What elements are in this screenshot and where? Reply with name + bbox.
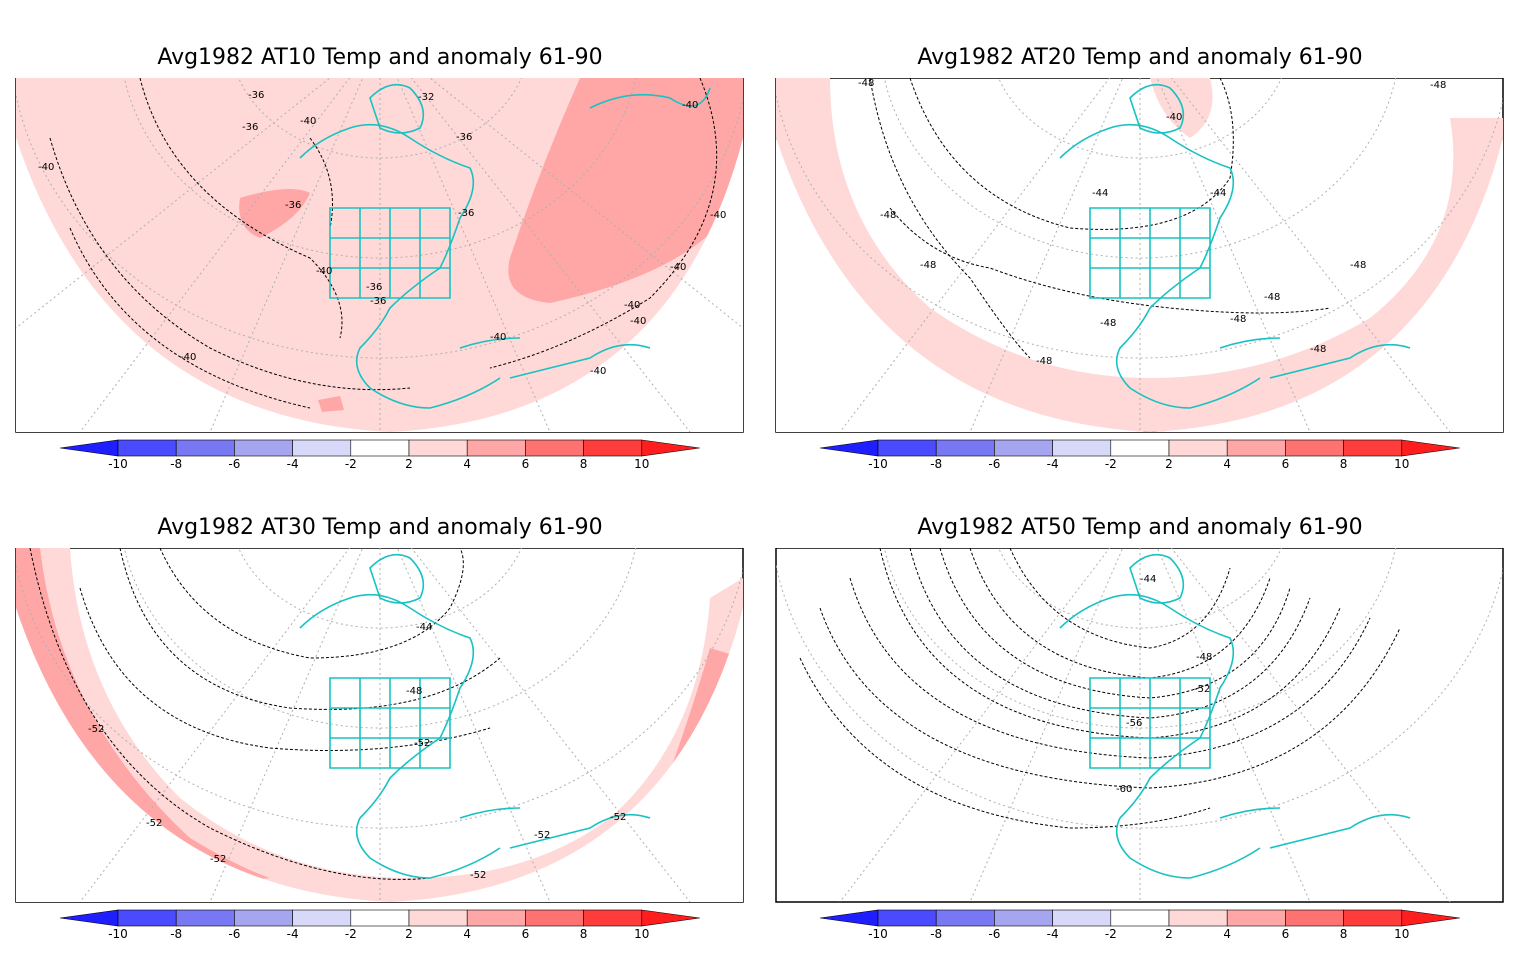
anomaly-2-4 [776,78,1503,432]
svg-text:-60: -60 [1116,784,1132,795]
svg-text:-48: -48 [1230,314,1246,325]
svg-text:-44: -44 [1140,574,1156,585]
svg-text:-40: -40 [300,116,316,127]
map-at30: -44 -48 -52 -52 -52 -52 -52 -52 -52 [15,548,744,903]
contours [869,78,1331,359]
svg-text:-40: -40 [1166,112,1182,123]
svg-text:-36: -36 [456,132,472,143]
anomaly-2-4 [16,548,743,902]
svg-text:-48: -48 [1350,260,1366,271]
panel-title: Avg1982 AT30 Temp and anomaly 61-90 [157,515,603,540]
panel-at50: Avg1982 AT50 Temp and anomaly 61-90 [770,510,1510,970]
svg-text:-48: -48 [1100,318,1116,329]
panel-title: Avg1982 AT10 Temp and anomaly 61-90 [157,45,603,70]
anomaly-4-6 [508,78,743,303]
contour-labels: -36 -36 -32 -36 -36 -40 -36 -36 -40 -40 … [38,90,726,377]
svg-text:-56: -56 [1126,718,1142,729]
contours [29,548,501,880]
panel-title: Avg1982 AT20 Temp and anomaly 61-90 [917,45,1363,70]
svg-text:-52: -52 [88,724,104,735]
coastlines [299,553,651,879]
svg-text:-40: -40 [682,100,698,111]
svg-text:-48: -48 [880,210,896,221]
svg-text:-32: -32 [418,92,434,103]
svg-text:-40: -40 [180,352,196,363]
svg-text:-36: -36 [242,122,258,133]
svg-text:-48: -48 [1310,344,1326,355]
svg-text:-40: -40 [590,366,606,377]
graticule [16,78,743,432]
contour-labels: -44 -48 -52 -52 -52 -52 -52 -52 -52 [88,622,626,881]
svg-text:-40: -40 [316,266,332,277]
panel-title: Avg1982 AT50 Temp and anomaly 61-90 [917,515,1363,540]
contours [49,78,718,409]
map-at20: -48 -40 -48 -44 -44 -48 -48 -48 -48 -48 … [775,78,1504,433]
svg-text:-36: -36 [366,282,382,293]
svg-text:-36: -36 [248,90,264,101]
svg-text:-52: -52 [470,870,486,881]
graticule [16,548,743,902]
svg-text:-44: -44 [416,622,432,633]
graticule [776,78,1503,432]
svg-text:-48: -48 [1430,80,1446,91]
coastlines [299,83,711,409]
svg-text:-48: -48 [1036,356,1052,367]
svg-text:-48: -48 [406,686,422,697]
svg-text:-48: -48 [920,260,936,271]
svg-text:-40: -40 [38,162,54,173]
svg-text:-52: -52 [210,854,226,865]
map-at10: -36 -36 -32 -36 -36 -40 -36 -36 -40 -40 … [15,78,744,433]
svg-text:-40: -40 [624,300,640,311]
svg-text:-40: -40 [710,210,726,221]
svg-text:-52: -52 [414,738,430,749]
svg-text:-36: -36 [370,296,386,307]
contour-labels: -48 -40 -48 -44 -44 -48 -48 -48 -48 -48 … [858,78,1446,367]
svg-text:-48: -48 [858,78,874,89]
contour-labels: -44 -48 -52 -56 -60 [1116,574,1212,795]
svg-text:-40: -40 [670,262,686,273]
svg-text:-36: -36 [285,200,301,211]
coastlines [1059,83,1411,409]
coastlines [1059,553,1411,879]
map-at50: -44 -48 -52 -56 -60 [775,548,1504,903]
svg-text:-40: -40 [630,316,646,327]
svg-text:-52: -52 [610,812,626,823]
svg-text:-44: -44 [1210,188,1226,199]
panel-at20: Avg1982 AT20 Temp and anomaly 61-90 [770,40,1510,500]
svg-text:-52: -52 [534,830,550,841]
svg-text:-48: -48 [1196,652,1212,663]
svg-text:-36: -36 [458,208,474,219]
panel-at10: Avg1982 AT10 Temp and anomaly 61-90 [10,40,750,500]
svg-text:-48: -48 [1264,292,1280,303]
svg-text:-52: -52 [146,818,162,829]
graticule [776,548,1503,902]
svg-text:-40: -40 [490,332,506,343]
svg-text:-44: -44 [1092,188,1108,199]
panel-at30: Avg1982 AT30 Temp and anomaly 61-90 [10,510,750,970]
svg-text:-52: -52 [1194,684,1210,695]
